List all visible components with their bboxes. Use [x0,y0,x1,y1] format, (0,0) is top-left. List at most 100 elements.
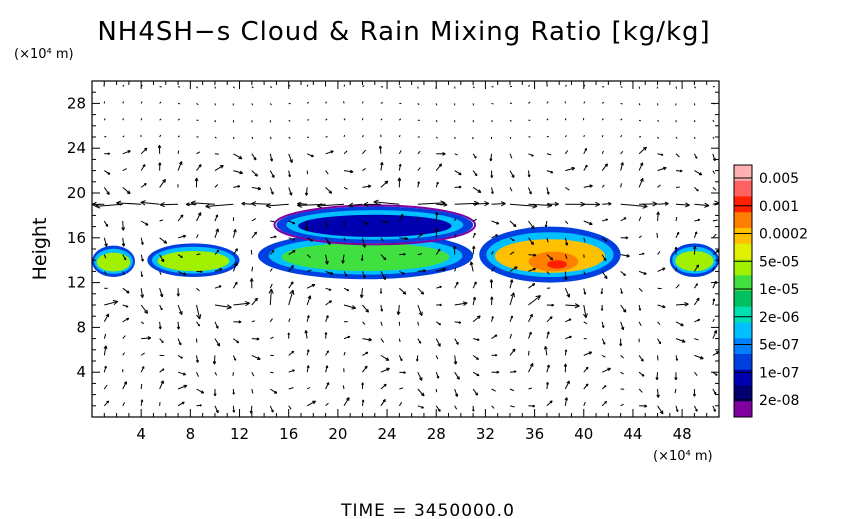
wind-vector [306,349,310,356]
wind-vector [343,335,351,340]
wind-vector [380,162,384,171]
wind-vector [657,251,661,255]
wind-vector [417,388,425,397]
wind-vector [251,266,254,272]
wind-vector [104,170,111,175]
wind-vector [657,119,660,123]
heatmap-region [92,245,136,277]
x-tick-label: 48 [673,425,692,443]
wind-vector [657,267,666,272]
wind-vector [546,303,554,307]
wind-vector [638,235,642,239]
heatmap-regions [92,204,719,283]
colorbar-label: 5e-07 [759,338,799,354]
wind-vector [490,170,494,178]
wind-vector [177,86,181,88]
wind-vector [380,383,387,390]
wind-vector [362,85,365,88]
wind-vector [122,402,126,407]
wind-vector [509,251,515,256]
wind-vector [359,288,364,299]
wind-vector [620,150,624,155]
wind-vector [693,283,698,289]
wind-vector [435,338,441,347]
wind-vector [306,153,314,158]
wind-vector [454,301,468,306]
wind-vector [177,384,188,390]
wind-vector [196,86,199,89]
wind-vector [528,84,531,87]
wind-vector [325,101,327,104]
wind-vector [693,405,698,412]
wind-vector [214,136,217,139]
wind-vector [362,220,369,225]
wind-vector [269,405,274,413]
wind-vector [288,170,291,178]
wind-vector [103,254,107,259]
wind-vector [194,177,199,188]
x-tick-label: 4 [136,425,146,443]
wind-vector [398,338,401,343]
wind-vector [601,134,604,138]
wind-vector [140,321,144,325]
wind-vector [306,365,310,373]
wind-vector [362,135,364,138]
wind-vector [306,237,313,242]
wind-vector [233,170,244,175]
wind-vector [380,237,384,242]
wind-vector [361,399,365,406]
wind-vector [177,401,185,407]
wind-vector [472,218,477,222]
wind-vector [601,367,611,373]
wind-vector [546,153,552,156]
wind-vector [491,267,496,272]
colorbar-swatch [734,212,752,229]
wind-vector [601,150,604,155]
x-tick-label: 44 [623,425,642,443]
wind-vector [638,252,645,256]
wind-vector [528,153,534,157]
y-tick-label: 20 [67,184,86,202]
wind-vector [675,284,680,289]
wind-vector [583,366,589,373]
wind-vector [380,220,388,224]
wind-vector [265,202,289,209]
colorbar-label: 1e-05 [759,282,799,298]
wind-vector [343,150,348,155]
wind-vector [104,300,119,306]
wind-vector [196,102,199,106]
wind-vector [186,202,197,207]
wind-vector [343,287,350,292]
wind-vector [306,269,312,272]
wind-vector [122,271,125,275]
wind-vector [121,220,126,231]
wind-vector [527,187,532,195]
wind-vector [140,399,144,406]
wind-vector [435,321,442,326]
wind-vector [454,371,460,380]
wind-vector [380,180,389,188]
wind-vector [417,103,420,106]
wind-vector [232,355,237,361]
wind-vector [620,102,623,105]
wind-vector [122,254,127,261]
wind-vector [233,338,240,344]
wind-vector [232,405,236,413]
wind-vector [343,186,348,190]
wind-vector [675,216,678,222]
wind-vector [361,382,364,390]
wind-vector [601,271,608,280]
wind-vector [380,304,384,312]
wind-vector [564,349,568,356]
wind-vector [564,397,568,406]
wind-vector [325,402,329,407]
wind-vector [270,371,274,374]
wind-vector [675,405,679,413]
region-edge [273,204,477,246]
wind-vector [232,136,235,140]
region-core [157,250,230,272]
wind-vector [360,254,364,261]
wind-vector [565,303,580,309]
wind-vector [509,405,515,408]
wind-vector [693,231,698,238]
